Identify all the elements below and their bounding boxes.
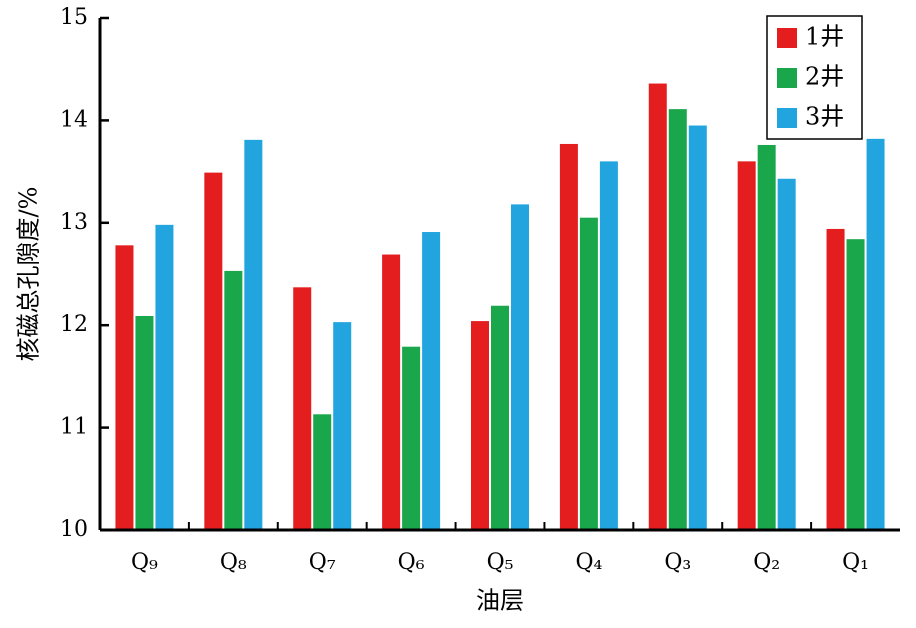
bar	[471, 321, 489, 530]
bar	[115, 245, 134, 530]
bar	[668, 109, 687, 531]
bar	[402, 346, 421, 530]
y-tick-label: 10	[60, 517, 88, 542]
legend-swatch	[777, 28, 797, 48]
bar	[224, 270, 243, 530]
x-tick-label: Q₆	[398, 550, 425, 575]
x-tick-label: Q₄	[575, 550, 602, 575]
bar	[244, 139, 263, 530]
bar	[579, 217, 598, 530]
bar	[559, 143, 578, 530]
bar	[648, 83, 667, 530]
bar	[866, 138, 885, 530]
bar	[422, 232, 441, 531]
y-tick-label: 13	[60, 210, 88, 235]
x-tick-label: Q₁	[842, 550, 869, 575]
x-tick-label: Q₅	[487, 550, 514, 575]
bar	[155, 224, 174, 530]
y-axis-label: 核磁总孔隙度/%	[15, 187, 43, 362]
x-tick-label: Q₃	[664, 550, 691, 575]
bar	[826, 228, 845, 530]
y-tick-label: 12	[60, 312, 88, 337]
x-tick-label: Q₂	[753, 550, 780, 575]
y-tick-label: 11	[60, 415, 88, 440]
bar	[204, 172, 223, 530]
x-tick-label: Q₈	[220, 550, 247, 575]
bar	[135, 315, 154, 530]
bar	[293, 287, 312, 530]
bar	[491, 305, 509, 530]
x-axis-label: 油层	[476, 587, 524, 615]
y-tick-label: 15	[60, 5, 88, 30]
legend-swatch	[777, 108, 797, 128]
x-tick-label: Q₉	[131, 550, 158, 575]
bar	[313, 414, 332, 530]
legend-label: 1井	[805, 23, 844, 51]
bar	[757, 144, 776, 530]
legend-label: 3井	[805, 103, 844, 131]
legend-label: 2井	[805, 63, 844, 91]
bar	[777, 178, 796, 530]
bar	[846, 239, 865, 530]
y-tick-label: 14	[60, 107, 88, 132]
bar	[599, 161, 618, 531]
bar	[511, 204, 529, 531]
x-tick-label: Q₇	[309, 550, 336, 575]
bar	[382, 254, 401, 530]
bar	[333, 322, 352, 530]
legend-swatch	[777, 68, 797, 88]
bar	[688, 125, 707, 531]
bar	[737, 161, 756, 531]
